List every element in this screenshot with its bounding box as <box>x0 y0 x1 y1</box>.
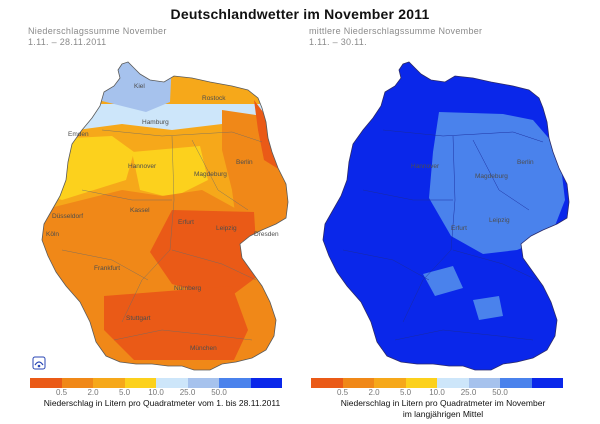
city-labels: Kiel Rostock Hamburg Emden Hannover Berl… <box>46 83 279 352</box>
map-panel-current: Niederschlagssumme November 1.11. – 28.1… <box>22 26 302 421</box>
legend-caption-line: im langjährigen Mittel <box>402 409 484 419</box>
city-label: Berlin <box>517 159 534 166</box>
legend-swatch <box>156 378 188 388</box>
city-label: München <box>190 345 217 352</box>
legend-tick: 5.0 <box>118 388 131 397</box>
city-label: Rostock <box>202 95 226 102</box>
legend-swatch <box>531 378 563 388</box>
city-label: Hannover <box>411 163 440 170</box>
city-label: Berlin <box>236 159 253 166</box>
core-east-region <box>150 210 258 300</box>
city-label: Erfurt <box>451 225 467 232</box>
legend-swatch <box>405 378 437 388</box>
city-label: Hannover <box>128 163 157 170</box>
legend-tick: 50.0 <box>492 388 508 397</box>
legend-swatch <box>30 378 62 388</box>
city-label: Magdeburg <box>194 171 227 178</box>
legend-swatch <box>124 378 156 388</box>
legend-ticks: 0.5 2.0 5.0 10.0 25.0 50.0 <box>30 388 282 398</box>
city-label: Frankfurt <box>94 265 120 272</box>
legend-tick: 50.0 <box>211 388 227 397</box>
page-title: Deutschlandwetter im November 2011 <box>170 6 430 22</box>
legend-ticks: 0.5 2.0 5.0 10.0 25.0 50.0 <box>311 388 563 398</box>
legend-caption-line: Niederschlag in Litern pro Quadratmeter … <box>340 398 546 408</box>
legend-caption: Niederschlag in Litern pro Quadratmeter … <box>303 398 583 420</box>
dwd-logo-icon <box>32 356 46 370</box>
legend-swatch <box>311 378 343 388</box>
legend-swatch <box>468 378 500 388</box>
legend-tick: 25.0 <box>460 388 477 397</box>
panel-subtitle: mittlere Niederschlagssumme November <box>309 26 483 36</box>
city-label: Emden <box>68 131 89 138</box>
legend-tick: 5.0 <box>399 388 412 397</box>
city-labels: Hannover Magdeburg Berlin Leipzig Erfurt <box>411 159 534 232</box>
city-label: Hamburg <box>142 119 169 126</box>
color-legend <box>311 378 563 390</box>
city-label: Leipzig <box>489 217 510 224</box>
city-label: Dresden <box>254 231 279 238</box>
legend-swatch <box>93 378 125 388</box>
city-label: Leipzig <box>216 225 237 232</box>
legend-swatch <box>437 378 469 388</box>
legend-swatch <box>219 378 251 388</box>
color-legend <box>30 378 282 390</box>
legend-tick: 2.0 <box>87 388 99 397</box>
precipitation-map-longterm: Hannover Magdeburg Berlin Leipzig Erfurt <box>322 61 570 371</box>
center-yellow-region <box>132 146 208 198</box>
city-label: Düsseldorf <box>52 213 83 220</box>
city-label: Nürnberg <box>174 285 201 292</box>
legend-tick: 25.0 <box>179 388 196 397</box>
panel-date-range: 1.11. – 30.11. <box>309 37 367 47</box>
city-label: Kassel <box>130 207 150 214</box>
city-label: Köln <box>46 231 59 238</box>
legend-swatch <box>250 378 282 388</box>
dry-patch <box>473 296 503 320</box>
state-borders <box>342 129 544 341</box>
dry-patch <box>423 266 463 296</box>
legend-tick: 0.5 <box>336 388 349 397</box>
legend-tick: 10.0 <box>148 388 164 397</box>
legend-caption: Niederschlag in Litern pro Quadratmeter … <box>43 398 281 408</box>
core-south-region <box>104 286 248 360</box>
city-label: Stuttgart <box>126 315 151 322</box>
city-label: Kiel <box>134 83 145 90</box>
legend-swatch <box>374 378 406 388</box>
precipitation-map-current: Kiel Rostock Hamburg Emden Hannover Berl… <box>41 61 289 371</box>
state-borders <box>61 129 263 341</box>
panel-subtitle: Niederschlagssumme November <box>28 26 167 36</box>
legend-tick: 10.0 <box>429 388 445 397</box>
legend-swatch <box>61 378 93 388</box>
city-label: Erfurt <box>178 219 194 226</box>
east-dry-region <box>429 112 565 254</box>
legend-swatch <box>500 378 532 388</box>
legend-swatch <box>342 378 374 388</box>
map-panel-longterm: mittlere Niederschlagssumme November 1.1… <box>303 26 583 421</box>
legend-tick: 2.0 <box>368 388 380 397</box>
city-label: Magdeburg <box>475 173 508 180</box>
legend-swatch <box>187 378 219 388</box>
legend-tick: 0.5 <box>55 388 68 397</box>
panel-date-range: 1.11. – 28.11.2011 <box>28 37 107 47</box>
